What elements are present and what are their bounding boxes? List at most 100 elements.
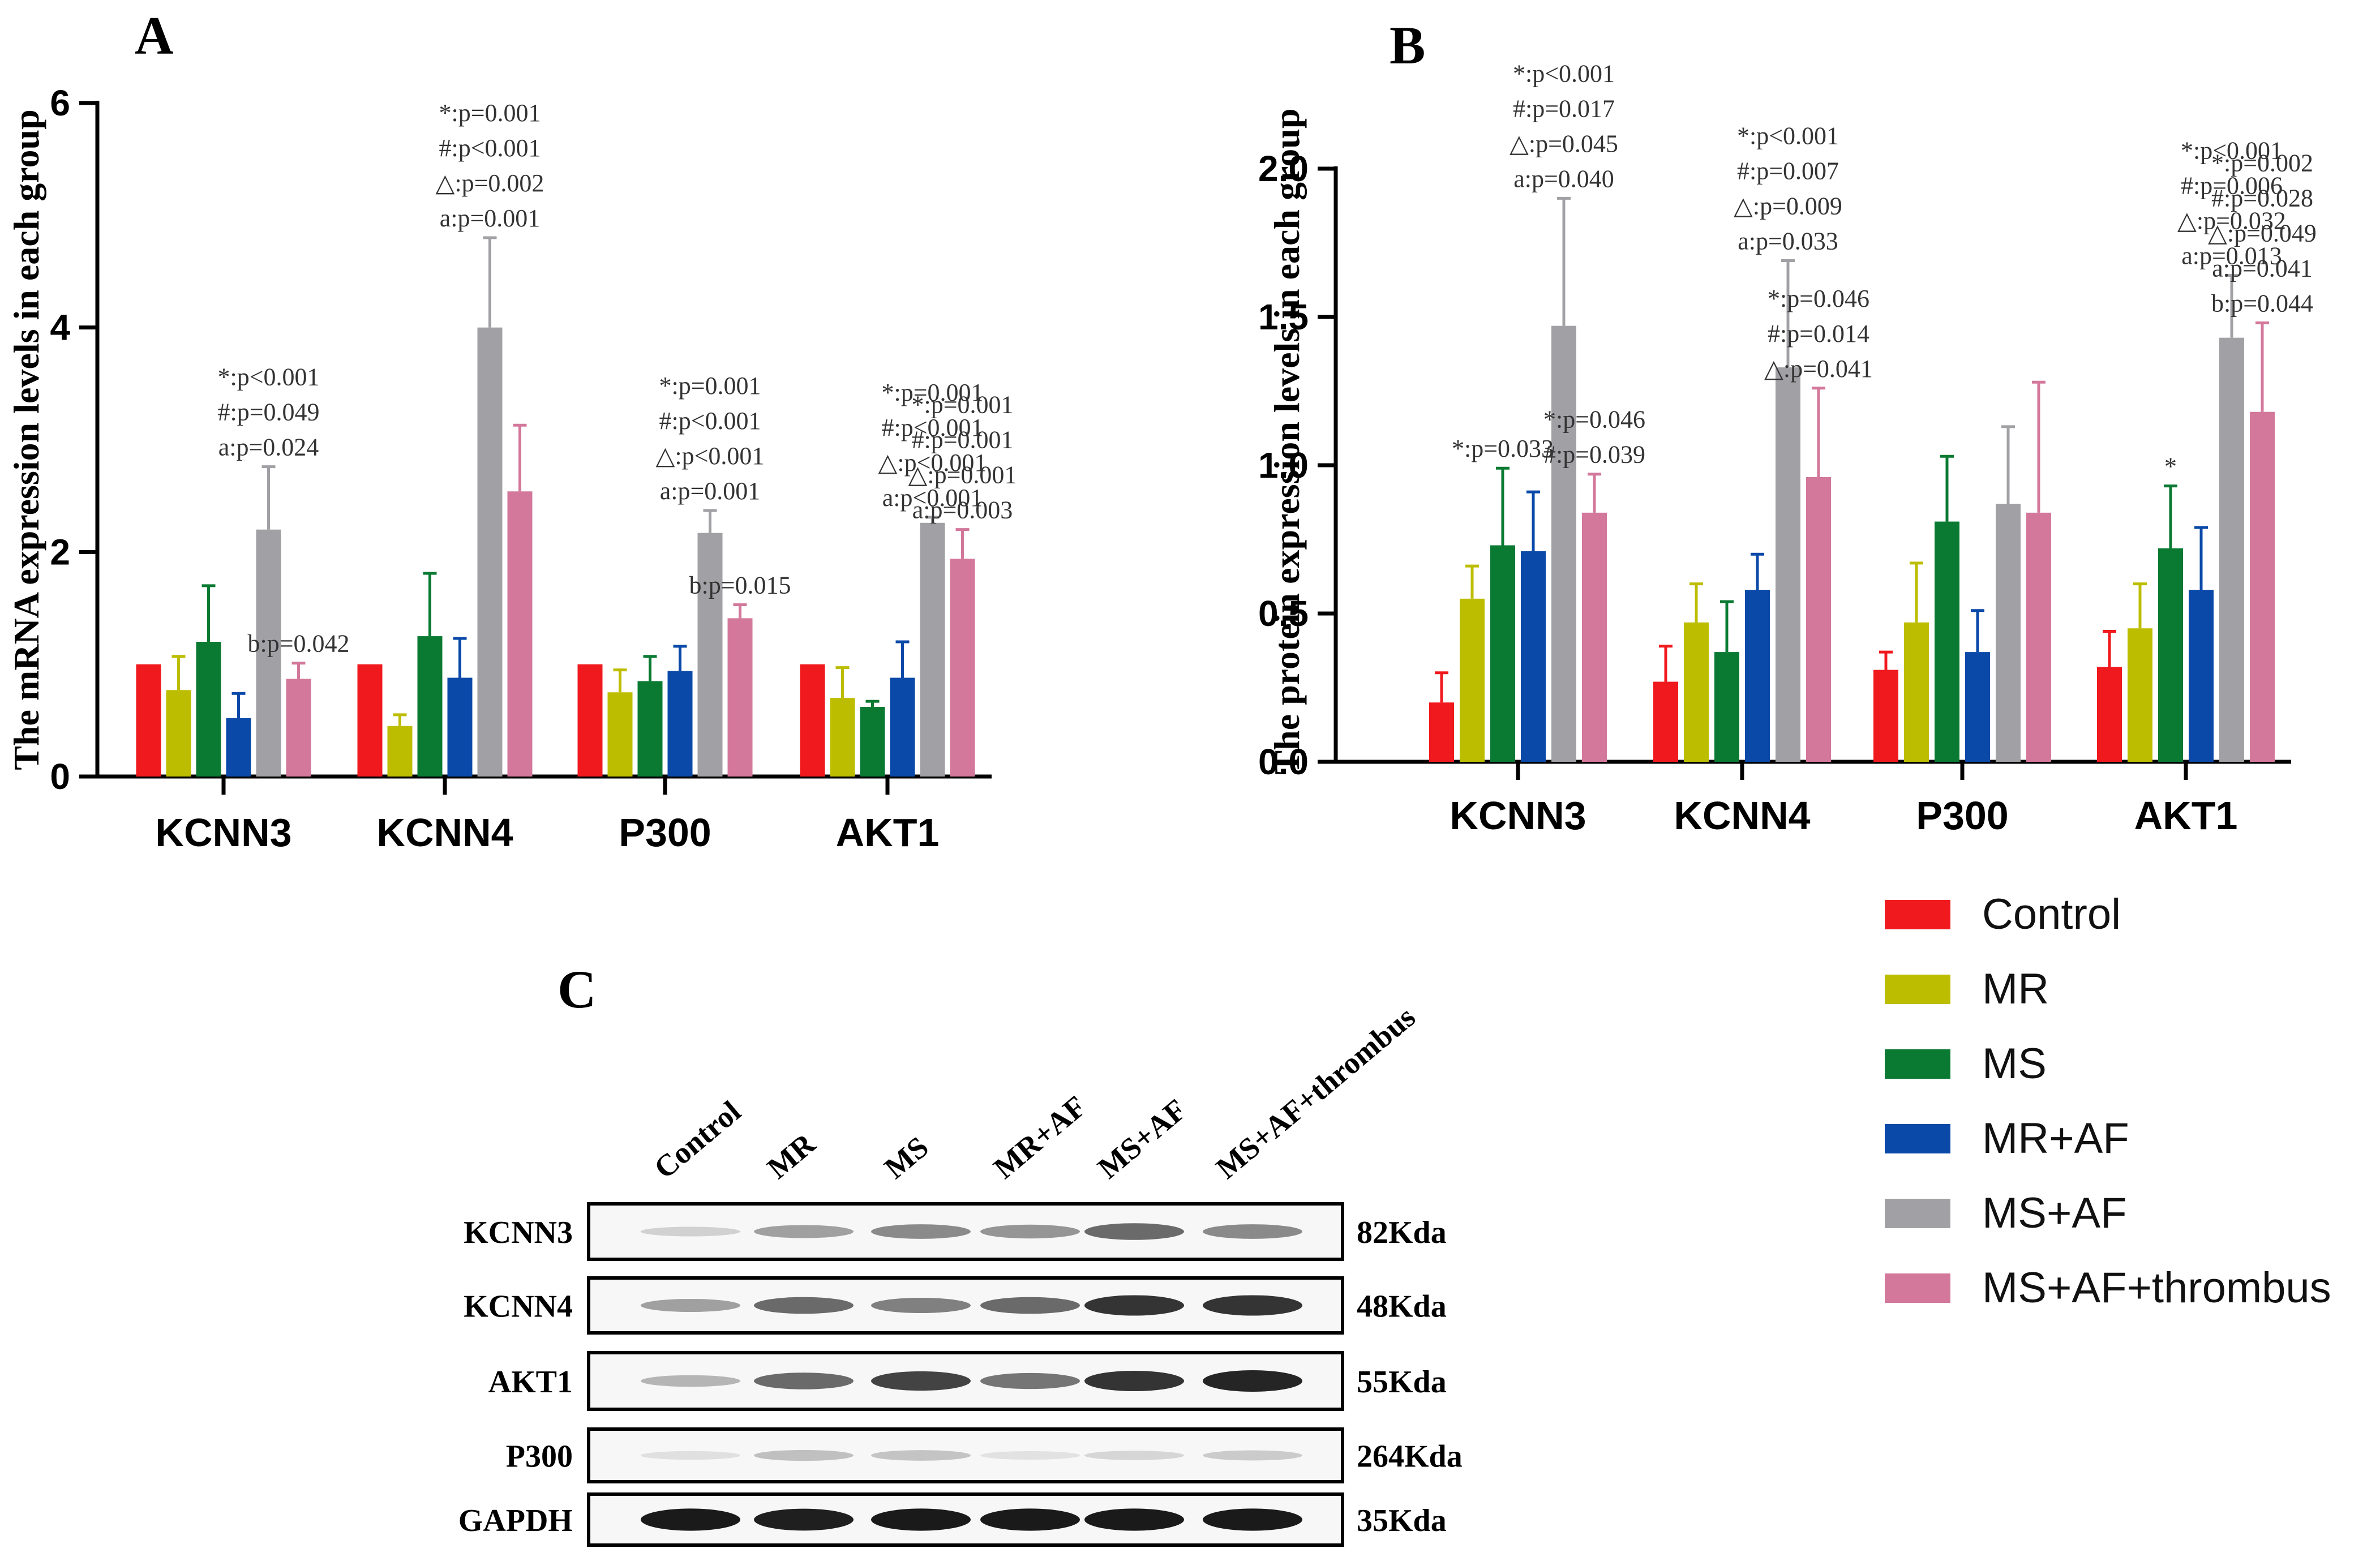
blot-band: [980, 1224, 1080, 1239]
bar: [1521, 551, 1546, 762]
significance-annotation: △:p<0.001: [878, 449, 987, 477]
legend-swatch: [1885, 1199, 1950, 1228]
bar: [1873, 670, 1898, 762]
bar: [860, 707, 885, 777]
legend-swatch: [1885, 975, 1950, 1004]
significance-annotation: #:p=0.001: [911, 426, 1013, 454]
panel-letter-b: B: [1390, 15, 1425, 75]
significance-annotation: *:p<0.001: [2181, 137, 2283, 165]
legend-label: MS+AF: [1982, 1189, 2127, 1237]
blot-band: [871, 1508, 971, 1531]
blot-band: [754, 1225, 854, 1238]
blot-band: [980, 1372, 1080, 1389]
bar: [727, 618, 753, 777]
blot-band: [871, 1224, 971, 1239]
legend-label: MR+AF: [1982, 1114, 2129, 1163]
mrna-bar-chart: The mRNA expression levels in each group…: [6, 83, 1017, 855]
bar: [447, 677, 473, 777]
significance-annotation: *:p=0.001: [911, 391, 1013, 419]
bar: [226, 718, 251, 777]
significance-annotation: △:p=0.001: [908, 461, 1017, 489]
significance-annotation: a:p=0.001: [660, 477, 761, 505]
bar: [507, 491, 533, 777]
lane-label: MR+AF: [987, 1089, 1092, 1185]
blot-band: [1084, 1370, 1184, 1392]
bar: [1745, 590, 1770, 762]
bar: [1684, 622, 1709, 762]
blot-band: [1084, 1223, 1184, 1240]
bar: [1551, 325, 1576, 762]
y-tick-label: 6: [50, 83, 70, 123]
bar: [477, 327, 503, 777]
blot-band: [980, 1451, 1080, 1460]
bar: [920, 522, 945, 777]
significance-annotation: a:p=0.024: [218, 434, 319, 461]
legend-label: MR: [1982, 965, 2049, 1013]
significance-annotation: *:p=0.001: [659, 372, 761, 400]
significance-annotation: △:p<0.001: [656, 442, 765, 470]
significance-annotation: #:p=0.007: [1737, 157, 1839, 185]
bar: [1490, 545, 1515, 762]
significance-annotation: a:p=0.003: [912, 496, 1013, 524]
protein-bar-chart: The protein expression levels in each gr…: [1258, 59, 2317, 838]
blot-band: [1203, 1295, 1302, 1316]
x-tick-label: KCNN4: [376, 810, 513, 855]
y-tick-label: 4: [50, 307, 70, 348]
bar: [800, 664, 825, 777]
bar: [417, 636, 443, 777]
bar: [830, 698, 855, 777]
significance-annotation: b:p=0.042: [247, 630, 349, 658]
significance-annotation: #:p<0.001: [659, 407, 761, 435]
bar: [1935, 521, 1959, 762]
significance-annotation: a:p=0.033: [1738, 227, 1838, 255]
bar: [256, 529, 281, 777]
significance-annotation: #:p<0.001: [881, 414, 983, 441]
blot-band: [871, 1298, 971, 1313]
bar: [1904, 622, 1929, 762]
bar: [2158, 548, 2183, 762]
significance-annotation: △:p=0.041: [1764, 355, 1873, 383]
protein-label: GAPDH: [458, 1503, 573, 1538]
significance-annotation: #:p=0.006: [2181, 172, 2283, 200]
lane-label: MS+AF+thrombus: [1210, 1000, 1422, 1185]
y-tick-label: 0.5: [1258, 593, 1309, 634]
bar: [286, 679, 311, 777]
bar: [2097, 667, 2122, 762]
legend-swatch: [1885, 1049, 1950, 1079]
y-tick-label: 1.5: [1258, 297, 1309, 337]
bar: [1996, 504, 2021, 762]
blot-band: [1203, 1370, 1302, 1392]
blot-band: [871, 1371, 971, 1391]
bar: [2250, 411, 2275, 762]
lane-label: MR: [761, 1126, 822, 1185]
blot-band: [641, 1226, 740, 1237]
blot-band: [1203, 1224, 1302, 1239]
molecular-weight-label: 264Kda: [1357, 1439, 1463, 1474]
blot-band: [754, 1297, 854, 1314]
significance-annotation: #:p=0.049: [217, 398, 319, 426]
legend-label: Control: [1982, 890, 2121, 938]
molecular-weight-label: 35Kda: [1357, 1503, 1447, 1538]
significance-annotation: *:p=0.033: [1452, 435, 1554, 462]
x-tick-label: KCNN3: [1450, 793, 1586, 838]
molecular-weight-label: 48Kda: [1357, 1289, 1447, 1324]
bar: [1429, 702, 1454, 762]
molecular-weight-label: 55Kda: [1357, 1365, 1447, 1400]
y-tick-label: 2: [50, 531, 70, 572]
legend-swatch: [1885, 1124, 1950, 1153]
bar: [2128, 628, 2152, 762]
significance-annotation: △:p=0.045: [1510, 130, 1618, 157]
blot-band: [641, 1375, 740, 1387]
y-tick-label: 0: [50, 756, 70, 797]
significance-annotation: a:p=0.013: [2181, 242, 2282, 270]
blot-band: [754, 1508, 854, 1531]
bar: [637, 681, 663, 777]
bar: [1714, 652, 1739, 762]
x-tick-label: P300: [1916, 793, 2008, 838]
protein-label: KCNN3: [464, 1215, 573, 1250]
legend-label: MS+AF+thrombus: [1982, 1264, 2331, 1312]
significance-annotation: #:p=0.014: [1768, 320, 1869, 348]
bar: [1460, 598, 1485, 762]
